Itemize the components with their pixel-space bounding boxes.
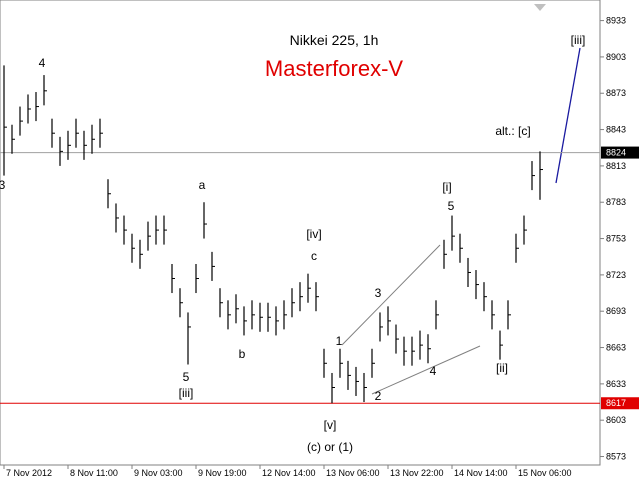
wave-label: [iv] xyxy=(306,227,321,241)
wave-label: a xyxy=(199,178,206,192)
x-tick-label: 13 Nov 06:00 xyxy=(326,468,380,478)
wave-label: 5 xyxy=(183,370,190,384)
wave-label: 2 xyxy=(375,389,382,403)
wave-label: c xyxy=(311,249,317,263)
wave-label: [ii] xyxy=(496,361,508,375)
chart-layer: 8933 8903 8873 8843 8813 8783 8753 8723 8693 8663… xyxy=(0,16,639,478)
y-tick-label: 8663 xyxy=(606,343,626,353)
wave-label: [v] xyxy=(324,418,337,432)
y-tick-label: 8903 xyxy=(606,52,626,62)
wave-label: 1 xyxy=(336,334,343,348)
price-label-box xyxy=(601,146,639,159)
trend-line xyxy=(371,345,481,395)
y-tick-label: 8633 xyxy=(606,379,626,389)
y-tick-label: 8813 xyxy=(606,161,626,171)
x-tick-label: 9 Nov 03:00 xyxy=(134,468,183,478)
wave-label: [iii] xyxy=(179,386,194,400)
y-tick-label: 8603 xyxy=(606,415,626,425)
chart-subtitle: Masterforex-V xyxy=(265,56,403,81)
plot-area xyxy=(0,0,601,466)
wave-label: 3 xyxy=(375,286,382,300)
scroll-marker xyxy=(534,4,546,11)
price-label: 8824 xyxy=(606,148,626,158)
x-tick-label: 8 Nov 11:00 xyxy=(70,468,118,478)
wave-label: 4 xyxy=(39,56,46,70)
chart-title: Nikkei 225, 1h xyxy=(290,32,379,48)
wave-label: [i] xyxy=(442,180,451,194)
y-tick-label: 8573 xyxy=(606,452,626,462)
x-tick-label: 15 Nov 06:00 xyxy=(518,468,572,478)
y-tick-label: 8723 xyxy=(606,270,626,280)
y-tick-label: 8933 xyxy=(606,16,626,26)
y-tick-label: 8843 xyxy=(606,125,626,135)
wave-label: [iii] xyxy=(571,33,586,47)
wave-label: 4 xyxy=(430,364,437,378)
y-tick-label: 8693 xyxy=(606,306,626,316)
y-tick-label: 8753 xyxy=(606,234,626,244)
wave-label: b xyxy=(239,347,246,361)
y-tick-label: 8873 xyxy=(606,88,626,98)
price-label: 8617 xyxy=(606,398,626,408)
y-tick-label: 8783 xyxy=(606,197,626,207)
projection-line xyxy=(555,47,581,184)
wave-label: alt.: [c] xyxy=(495,124,530,138)
x-tick-label: 14 Nov 14:00 xyxy=(454,468,508,478)
wave-label: (c) or (1) xyxy=(307,440,353,454)
x-tick-label: 13 Nov 22:00 xyxy=(390,468,444,478)
x-tick-label: 7 Nov 2012 xyxy=(6,468,52,478)
trend-line xyxy=(341,244,441,346)
x-tick-label: 12 Nov 14:00 xyxy=(262,468,316,478)
wave-label: 5 xyxy=(448,199,455,213)
wave-label: 3 xyxy=(0,178,6,192)
x-tick-label: 9 Nov 19:00 xyxy=(198,468,247,478)
price-label-box xyxy=(601,397,639,410)
